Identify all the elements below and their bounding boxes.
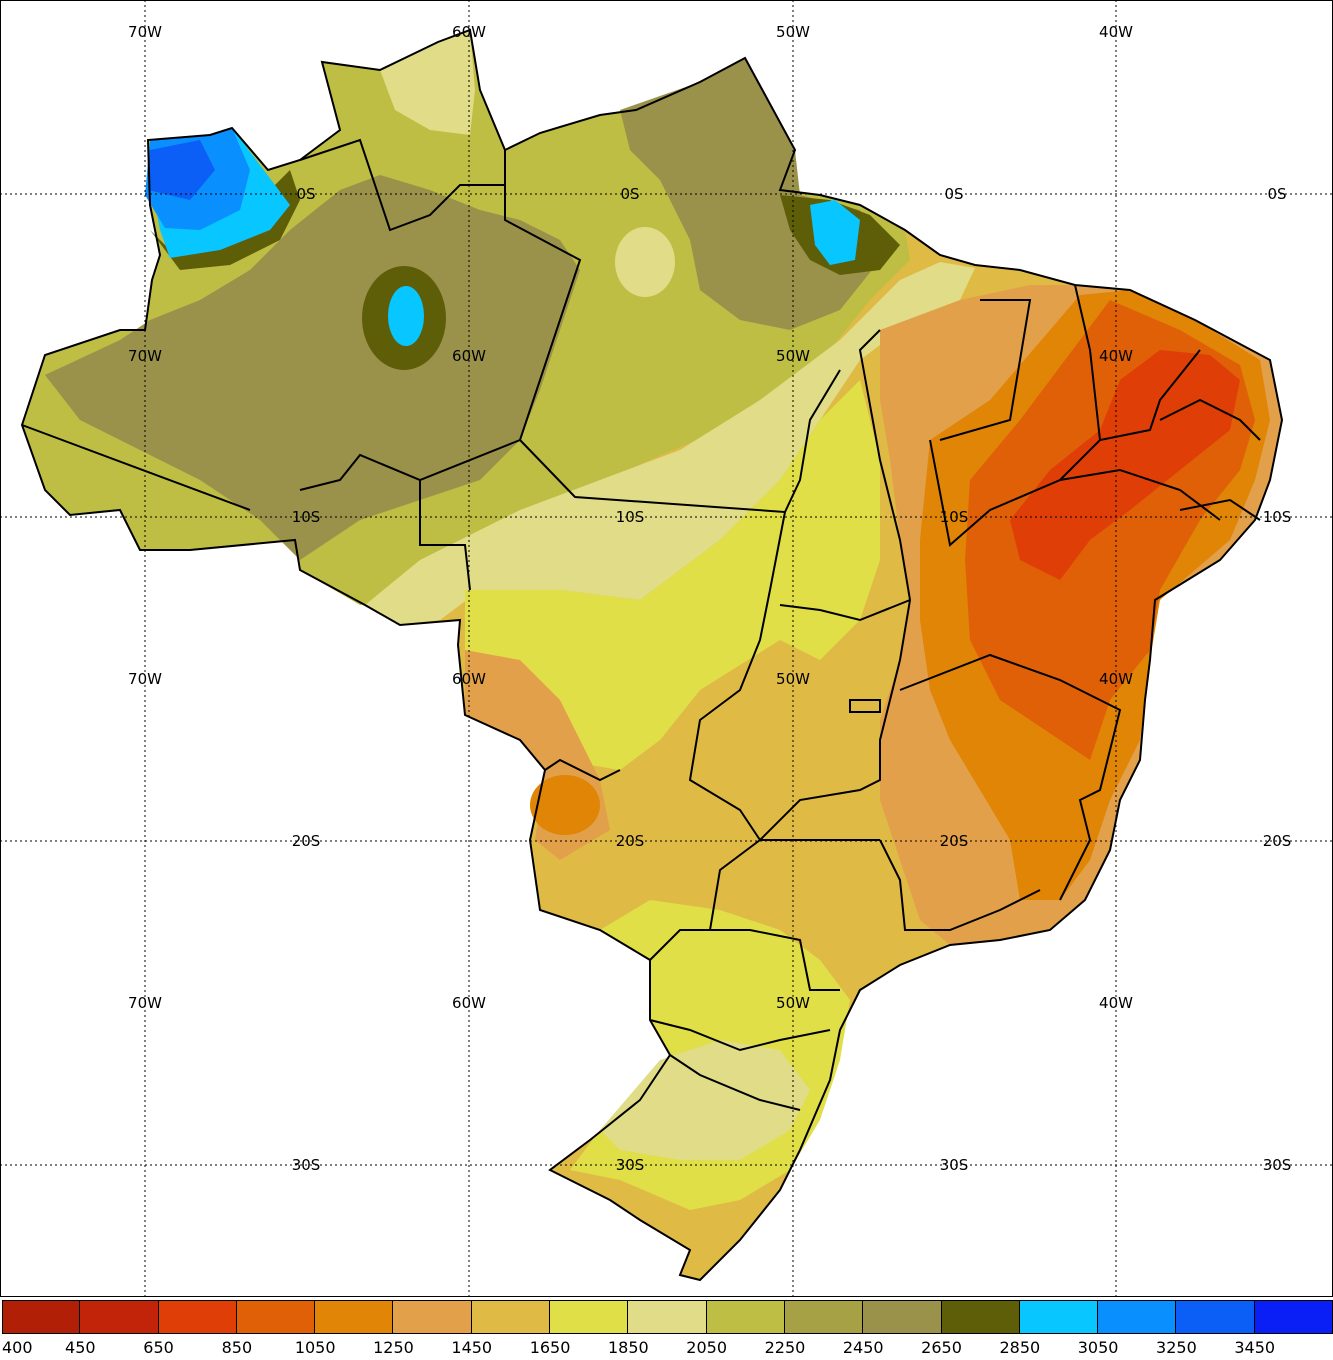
colorbar-swatch <box>1098 1300 1177 1334</box>
colorbar-label: 3050 <box>1077 1338 1119 1357</box>
zone-1850-roraima <box>380 30 475 135</box>
brazil-outline <box>20 28 1284 1282</box>
colorbar-swatch <box>158 1300 237 1334</box>
latitude-labels-col-3: 0S 10S 20S 30S <box>940 185 969 1174</box>
longitude-labels-row-1: 70W 60W 50W 40W <box>128 23 1133 41</box>
colorbar-label: 850 <box>221 1338 253 1357</box>
colorbar-label: 3450 <box>1234 1338 1276 1357</box>
colorbar-swatch <box>550 1300 629 1334</box>
zone-1850-para-spot <box>615 227 675 297</box>
lon-label-50w: 50W <box>776 23 810 41</box>
colorbar-label: 3250 <box>1156 1338 1197 1357</box>
lat-label-10s: 10S <box>1263 508 1292 526</box>
colorbar-label: 1450 <box>451 1338 493 1357</box>
lon-label-70w: 70W <box>128 994 162 1012</box>
lon-label-40w: 40W <box>1099 670 1133 688</box>
precipitation-map: 70W 60W 50W 40W 70W 60W 50W 40W 70W 60W … <box>0 0 1333 1297</box>
lat-label-20s: 20S <box>940 832 969 850</box>
colorbar-swatch <box>1019 1300 1099 1334</box>
longitude-labels-row-2: 70W 60W 50W 40W <box>128 347 1133 365</box>
zone-2850-para-coast <box>810 200 860 265</box>
colorbar-label: 400 <box>2 1338 33 1357</box>
lat-label-20s: 20S <box>616 832 645 850</box>
lat-label-20s: 20S <box>292 832 321 850</box>
colorbar-label: 650 <box>143 1338 174 1357</box>
zone-2450-west <box>45 175 580 560</box>
lon-label-70w: 70W <box>128 23 162 41</box>
colorbar-label: 1650 <box>529 1338 571 1357</box>
lon-label-50w: 50W <box>776 994 810 1012</box>
colorbar-swatch <box>2 1300 81 1334</box>
colorbar-swatch <box>80 1300 159 1334</box>
longitude-labels-row-3: 70W 60W 50W 40W <box>128 670 1133 688</box>
lat-label-30s: 30S <box>1263 1156 1292 1174</box>
colorbar-legend: 400 450 650 850 1050 1250 1450 1650 1850 2050 2250… <box>2 1300 1333 1360</box>
longitude-labels-row-4: 70W 60W 50W 40W <box>128 994 1133 1012</box>
colorbar-label: 2450 <box>842 1338 884 1357</box>
zone-1850-band <box>365 262 975 625</box>
lon-label-60w: 60W <box>452 347 486 365</box>
zone-1650-center <box>465 380 880 770</box>
zone-2850-central-amazon <box>388 286 424 346</box>
colorbar-swatch <box>706 1300 785 1334</box>
lon-label-60w: 60W <box>452 670 486 688</box>
colorbar-label: 2650 <box>921 1338 962 1357</box>
lat-label-20s: 20S <box>1263 832 1292 850</box>
lon-label-60w: 60W <box>452 994 486 1012</box>
zone-1850-south <box>600 1040 810 1160</box>
lon-label-40w: 40W <box>1099 994 1133 1012</box>
latitude-labels-col-4: 0S 10S 20S 30S <box>1263 185 1292 1174</box>
colorbar-label: 1250 <box>373 1338 414 1357</box>
colorbar-swatch <box>1176 1300 1255 1334</box>
colorbar-label: 450 <box>65 1338 96 1357</box>
lat-label-0s: 0S <box>944 185 963 203</box>
graticule <box>0 0 1333 1297</box>
lon-label-50w: 50W <box>776 347 810 365</box>
colorbar-swatch <box>784 1300 864 1334</box>
colorbar-swatch <box>628 1300 707 1334</box>
lat-label-0s: 0S <box>296 185 315 203</box>
zone-3250-northwest <box>148 140 215 200</box>
lon-label-70w: 70W <box>128 670 162 688</box>
colorbar-label: 2850 <box>999 1338 1041 1357</box>
colorbar-swatch <box>236 1300 316 1334</box>
colorbar-label: 1850 <box>607 1338 649 1357</box>
lat-label-10s: 10S <box>616 508 645 526</box>
lat-label-10s: 10S <box>940 508 969 526</box>
lon-label-60w: 60W <box>452 23 486 41</box>
colorbar-label: 2250 <box>764 1338 806 1357</box>
colorbar-swatch <box>393 1300 472 1334</box>
lon-label-40w: 40W <box>1099 23 1133 41</box>
zone-650-northeast <box>1010 350 1240 580</box>
lon-label-70w: 70W <box>128 347 162 365</box>
latitude-labels-col-1: 0S 10S 20S 30S <box>292 185 321 1174</box>
lon-label-40w: 40W <box>1099 347 1133 365</box>
lat-label-0s: 0S <box>620 185 639 203</box>
colorbar-swatch <box>1254 1300 1333 1334</box>
colorbar-label: 1050 <box>294 1338 336 1357</box>
lat-label-0s: 0S <box>1267 185 1286 203</box>
lat-label-30s: 30S <box>616 1156 645 1174</box>
state-borders <box>21 138 1261 1111</box>
colorbar-swatch <box>863 1300 942 1334</box>
zone-1050-southwest <box>530 775 600 835</box>
lat-label-10s: 10S <box>292 508 321 526</box>
colorbar-frame <box>2 1300 1333 1334</box>
lon-label-50w: 50W <box>776 670 810 688</box>
latitude-labels-col-2: 0S 10S 20S 30S <box>616 185 645 1174</box>
colorbar-swatch <box>471 1300 551 1334</box>
lat-label-30s: 30S <box>940 1156 969 1174</box>
colorbar-swatch <box>941 1300 1020 1334</box>
lat-label-30s: 30S <box>292 1156 321 1174</box>
colorbar-swatch <box>315 1300 394 1334</box>
colorbar-label: 2050 <box>686 1338 727 1357</box>
